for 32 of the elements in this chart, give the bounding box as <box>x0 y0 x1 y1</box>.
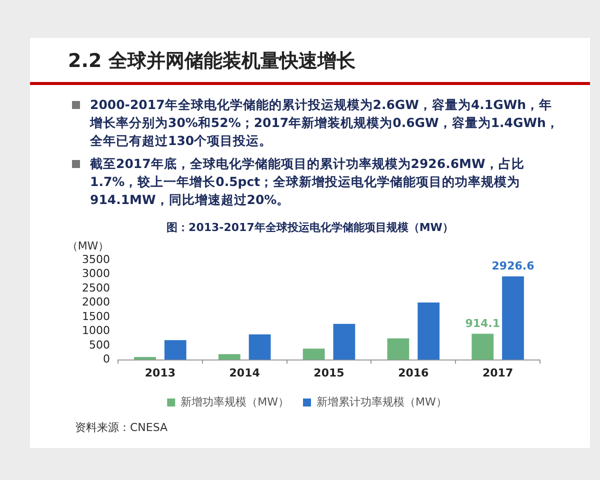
text: 2000-2017年全球电化学储能的累计投运规模为2.6GW，容量为4.1GWh，年增长率分别为30%和52%；2017年新增装机规模为0.6GW，容量为1.4GWh，全年已有超过130个项目投运。 <box>90 97 559 148</box>
y-tick-label: 500 <box>88 338 110 352</box>
bar <box>387 338 410 360</box>
y-tick-label: 0 <box>102 352 110 366</box>
data-label: 914.1 <box>465 317 500 330</box>
x-tick-label: 2014 <box>229 366 260 380</box>
bar <box>248 334 271 360</box>
chart-subtitle: 图：2013-2017年全球投运电化学储能项目规模（MW） <box>166 220 454 235</box>
bar <box>502 276 524 360</box>
y-tick-label: 2500 <box>82 281 110 294</box>
bar <box>418 302 440 360</box>
x-tick-label: 2017 <box>482 366 514 380</box>
y-tick-label: 1500 <box>82 310 110 323</box>
legend-label: 新增累计功率规模（MW） <box>316 395 447 408</box>
y-tick-label: 1000 <box>82 324 110 338</box>
y-axis-title: （MW） <box>66 239 110 252</box>
bar <box>302 348 325 360</box>
x-tick-label: 2013 <box>144 366 176 380</box>
data-label: 2926.6 <box>492 260 535 273</box>
bar <box>218 354 240 360</box>
x-tick-label: 2015 <box>314 366 344 380</box>
y-tick-label: 3500 <box>82 252 110 266</box>
x-tick-label: 2016 <box>398 366 430 380</box>
bar <box>164 340 186 360</box>
y-tick-label: 2000 <box>82 296 110 309</box>
legend-label: 新增功率规模（MW） <box>180 395 290 408</box>
bar <box>472 334 494 360</box>
y-tick-label: 3000 <box>82 267 110 280</box>
text: 截至2017年底，全球电化学储能项目的累计功率规模为2926.6MW，占比1.7%，较上一年增长0.5pct；全球新增投运电化学储能项目的功率规模为914.1MW，同比增速超过20%。 <box>90 156 524 207</box>
text: 资料来源：CNESA <box>75 420 168 435</box>
chart-title: 2.2 全球并网储能装机量快速增长 <box>68 49 356 74</box>
bar <box>333 324 356 360</box>
